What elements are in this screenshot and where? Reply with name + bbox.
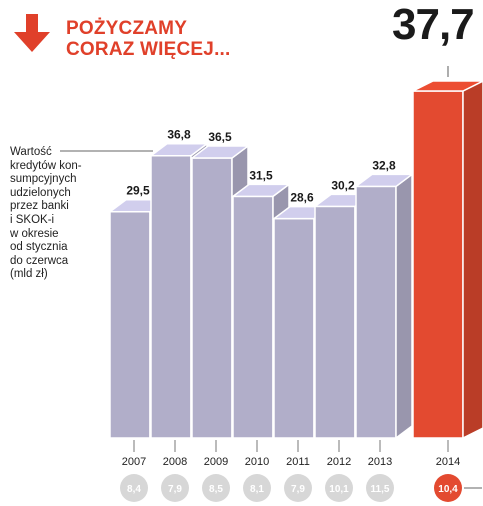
chart-title: POŻYCZAMY CORAZ WIĘCEJ... — [66, 18, 231, 60]
secondary-label-2009: 8,5 — [209, 484, 223, 495]
bar-front — [109, 210, 151, 439]
secondary-label-2013: 11,5 — [371, 484, 390, 495]
title-line-1: POŻYCZAMY — [66, 18, 188, 39]
category-label-2014: 2014 — [436, 456, 460, 468]
title-line-2: CORAZ WIĘCEJ... — [66, 39, 231, 60]
secondary-circle-2007 — [120, 474, 148, 502]
secondary-circle-2009 — [202, 474, 230, 502]
bar-top — [189, 145, 251, 159]
bar-side — [395, 172, 413, 440]
bar-2014 — [412, 80, 483, 440]
category-label-2007: 2007 — [122, 456, 146, 468]
secondary-label-2007: 8,4 — [127, 484, 141, 495]
secondary-label-2010: 8,1 — [250, 484, 264, 495]
category-label-2010: 2010 — [245, 456, 269, 468]
secondary-label-2008: 7,9 — [168, 484, 182, 495]
secondary-circle-2013 — [366, 474, 394, 502]
secondary-label-2012: 10,1 — [329, 484, 349, 495]
bar-2013 — [353, 172, 415, 440]
bar-top — [353, 173, 415, 188]
highlight-value-label: 37,7 — [392, 0, 475, 49]
labels-layer: 29,5 2007 8,4 36,8 2008 7,9 36,5 2009 8,5 31,5 201… — [60, 66, 482, 502]
category-label-2012: 2012 — [327, 456, 351, 468]
value-label-2007: 29,5 — [126, 184, 150, 198]
secondary-circle-2010 — [243, 474, 271, 502]
bar-top — [148, 142, 210, 157]
category-label-2009: 2009 — [204, 456, 228, 468]
value-label-2011: 28,6 — [290, 191, 314, 205]
bars-layer — [107, 80, 483, 440]
bar-top — [230, 183, 292, 198]
category-label-2011: 2011 — [286, 456, 310, 468]
bar-top — [412, 80, 483, 92]
value-label-2009: 36,5 — [208, 130, 232, 144]
value-label-2013: 32,8 — [372, 158, 396, 172]
secondary-circle-2014 — [434, 474, 462, 502]
bar-side — [462, 80, 483, 440]
bar-front — [150, 154, 192, 439]
bar-front — [314, 205, 356, 439]
bar-front — [191, 157, 233, 439]
down-arrow-icon — [10, 14, 54, 59]
bar-front — [232, 195, 274, 439]
secondary-circle-2011 — [284, 474, 312, 502]
value-label-2008: 36,8 — [167, 128, 191, 142]
bar-front — [273, 217, 315, 439]
category-label-2008: 2008 — [163, 456, 187, 468]
bar-front — [412, 90, 464, 439]
secondary-label-2014: 10,4 — [438, 484, 458, 495]
value-label-2012: 30,2 — [331, 178, 355, 192]
secondary-label-2011: 7,9 — [291, 484, 305, 495]
secondary-circle-2008 — [161, 474, 189, 502]
secondary-circle-2012 — [325, 474, 353, 502]
chart-description: Wartość kredytów kon- sumpcyjnych udziel… — [10, 146, 82, 281]
bar-front — [355, 185, 397, 439]
value-label-2010: 31,5 — [249, 168, 273, 182]
category-label-2013: 2013 — [368, 456, 392, 468]
